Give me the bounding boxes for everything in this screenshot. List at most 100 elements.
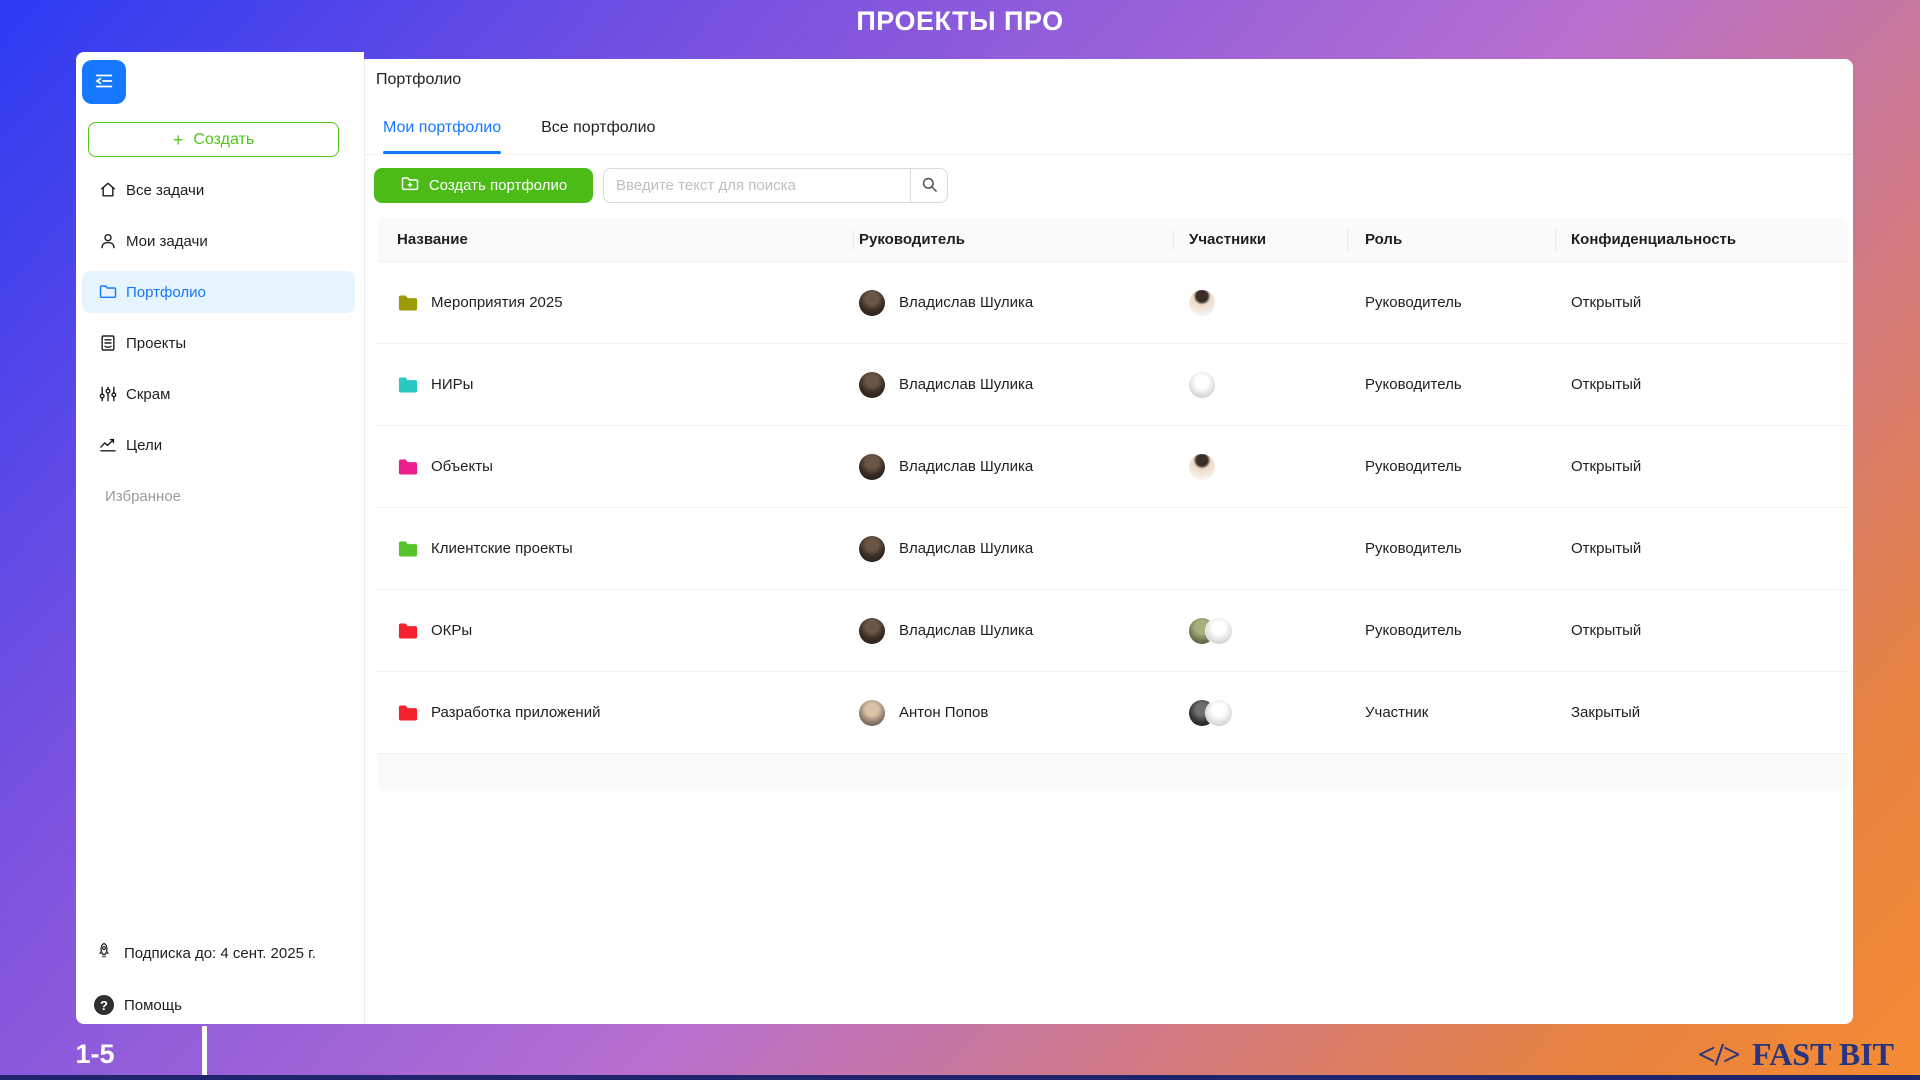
cell-role: Руководитель [1365, 622, 1462, 639]
search-input[interactable] [603, 168, 910, 203]
cell-participants [1173, 371, 1347, 398]
toolbar: Создать портфолио [374, 168, 948, 203]
table-row[interactable]: Клиентские проекты Владислав Шулика Руково… [377, 508, 1848, 590]
lead-name: Владислав Шулика [899, 376, 1034, 393]
menu-fold-icon [93, 70, 115, 95]
sidebar-item-label: Все задачи [126, 181, 205, 199]
lead-avatar [859, 453, 885, 480]
collapse-sidebar-button[interactable] [82, 60, 126, 104]
cell-lead: Владислав Шулика [853, 289, 1173, 316]
table-row[interactable]: Мероприятия 2025 Владислав Шулика Руководи… [377, 262, 1848, 344]
create-button-label: Создать [193, 130, 255, 148]
sidebar: + Создать Все задачи Мои задачи Портфолио П… [76, 52, 364, 1024]
table-header-row: Название Руководитель Участники Роль Конфиде… [377, 218, 1848, 262]
cell-name: НИРы [377, 375, 853, 395]
table-row[interactable]: Разработка приложений Антон Попов Участник… [377, 672, 1848, 754]
search-icon [920, 175, 939, 197]
portfolio-name: ОКРы [431, 622, 473, 639]
tab-my-portfolios[interactable]: Мои портфолио [383, 115, 502, 154]
table-row[interactable]: Объекты Владислав Шулика Руководитель Откры… [377, 426, 1848, 508]
sidebar-item-goals[interactable]: Цели [82, 424, 355, 466]
sidebar-item-favorites[interactable]: Избранное [82, 475, 355, 517]
participants-stack [1189, 371, 1215, 398]
cell-privacy: Открытый [1571, 294, 1642, 311]
create-portfolio-label: Создать портфолио [428, 177, 568, 194]
folder-icon [397, 539, 419, 559]
folder-icon [397, 457, 419, 477]
sidebar-item-my-tasks[interactable]: Мои задачи [82, 220, 355, 262]
help-label: Помощь [124, 996, 182, 1014]
table-footer-band [377, 754, 1848, 791]
column-header: Роль [1347, 231, 1555, 248]
sidebar-item-projects[interactable]: Проекты [82, 322, 355, 364]
cell-privacy: Закрытый [1571, 704, 1641, 721]
cell-participants [1173, 699, 1347, 726]
lead-name: Владислав Шулика [899, 540, 1034, 557]
folder-icon [397, 375, 419, 395]
participants-stack [1189, 617, 1232, 644]
portfolio-name: Клиентские проекты [431, 540, 573, 557]
folder-add-icon [400, 174, 420, 198]
cell-privacy: Открытый [1571, 458, 1642, 475]
lead-avatar [859, 617, 885, 644]
table-row[interactable]: ОКРы Владислав Шулика Руководитель Открытый [377, 590, 1848, 672]
lead-avatar [859, 289, 885, 316]
cell-role: Руководитель [1365, 294, 1462, 311]
lead-name: Владислав Шулика [899, 622, 1034, 639]
cell-privacy: Открытый [1571, 376, 1642, 393]
cell-role: Руководитель [1365, 376, 1462, 393]
sidebar-item-scrum[interactable]: Скрам [82, 373, 355, 415]
column-header: Руководитель [853, 231, 1173, 248]
tab-all-portfolios[interactable]: Все портфолио [541, 115, 655, 154]
lead-avatar [859, 535, 885, 562]
home-icon [98, 180, 118, 200]
lead-name: Владислав Шулика [899, 294, 1034, 311]
table-body: Мероприятия 2025 Владислав Шулика Руководи… [377, 262, 1848, 754]
cell-name: Разработка приложений [377, 703, 853, 723]
cell-participants [1173, 617, 1347, 644]
tab-label: Все портфолио [541, 119, 656, 136]
sidebar-item-all-tasks[interactable]: Все задачи [82, 169, 355, 211]
sidebar-menu: Все задачи Мои задачи Портфолио Проекты Скра… [76, 169, 364, 526]
cell-lead: Владислав Шулика [853, 535, 1173, 562]
folder-icon [397, 621, 419, 641]
page-title: Портфолио [376, 71, 462, 88]
chart-icon [98, 435, 118, 455]
bottom-navy-strip [0, 1075, 1920, 1080]
lead-name: Антон Попов [899, 704, 989, 721]
subscription-label: Подписка до: 4 сент. 2025 г. [124, 944, 316, 962]
sidebar-item-help[interactable]: ? Помощь [94, 992, 182, 1018]
brand-name: FAST BIT [1752, 1035, 1894, 1072]
cell-lead: Владислав Шулика [853, 371, 1173, 398]
portfolio-name: НИРы [431, 376, 474, 393]
sidebar-item-portfolio[interactable]: Портфолио [82, 271, 355, 313]
table-row[interactable]: НИРы Владислав Шулика Руководитель Открытый [377, 344, 1848, 426]
sidebar-item-subscription[interactable]: Подписка до: 4 сент. 2025 г. [94, 940, 316, 966]
participant-avatar [1189, 371, 1215, 398]
cell-name: Объекты [377, 457, 853, 477]
create-button[interactable]: + Создать [88, 122, 339, 157]
cell-lead: Владислав Шулика [853, 453, 1173, 480]
cell-name: Клиентские проекты [377, 539, 853, 559]
participants-stack [1189, 289, 1215, 316]
portfolio-name: Разработка приложений [431, 704, 601, 721]
column-header: Название [397, 231, 468, 248]
bottom-bar-divider [202, 1026, 207, 1076]
cell-lead: Антон Попов [853, 699, 1173, 726]
search-group [603, 168, 948, 203]
folder-icon [98, 282, 118, 302]
lead-avatar [859, 699, 885, 726]
search-button[interactable] [910, 168, 948, 203]
sidebar-item-label: Избранное [105, 487, 182, 505]
participant-avatar [1189, 289, 1215, 316]
create-portfolio-button[interactable]: Создать портфолио [374, 168, 593, 203]
participants-stack [1189, 453, 1215, 480]
lead-name: Владислав Шулика [899, 458, 1034, 475]
column-header: Конфиденциальность [1555, 231, 1848, 248]
cell-name: ОКРы [377, 621, 853, 641]
participants-stack [1189, 699, 1232, 726]
folder-icon [397, 703, 419, 723]
cell-lead: Владислав Шулика [853, 617, 1173, 644]
page-range-label: 1-5 [75, 1039, 115, 1069]
